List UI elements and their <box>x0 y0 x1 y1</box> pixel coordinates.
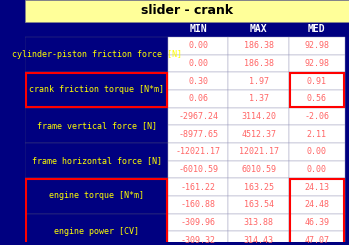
Bar <box>228 125 289 143</box>
Bar <box>289 161 345 178</box>
Text: MAX: MAX <box>250 24 267 34</box>
Bar <box>289 55 345 72</box>
Text: MED: MED <box>308 24 326 34</box>
Text: -8977.65: -8977.65 <box>178 130 218 139</box>
Text: -309.32: -309.32 <box>180 236 216 245</box>
Text: 163.25: 163.25 <box>244 183 274 192</box>
Text: 0.30: 0.30 <box>188 77 208 86</box>
Bar <box>228 196 289 214</box>
Bar <box>228 214 289 231</box>
Text: -161.22: -161.22 <box>180 183 216 192</box>
Text: engine torque [N*m]: engine torque [N*m] <box>49 191 144 200</box>
Text: -6010.59: -6010.59 <box>178 165 218 174</box>
Text: 92.98: 92.98 <box>304 59 329 68</box>
Bar <box>228 90 289 108</box>
Text: crank friction torque [N*m]: crank friction torque [N*m] <box>29 86 164 95</box>
Bar <box>25 143 168 178</box>
Text: 0.00: 0.00 <box>307 165 327 174</box>
Text: -160.88: -160.88 <box>180 200 216 209</box>
Bar <box>228 161 289 178</box>
Text: -2.06: -2.06 <box>304 112 329 121</box>
Text: 47.07: 47.07 <box>304 236 329 245</box>
Bar <box>168 72 228 90</box>
Bar <box>168 108 228 125</box>
Bar <box>25 0 349 22</box>
Bar <box>168 125 228 143</box>
Bar <box>289 72 345 90</box>
Bar <box>168 143 228 161</box>
Bar <box>25 72 168 108</box>
Bar <box>25 178 168 214</box>
Text: 4512.37: 4512.37 <box>241 130 276 139</box>
Text: 186.38: 186.38 <box>244 59 274 68</box>
Bar <box>168 90 228 108</box>
Text: slider - crank: slider - crank <box>141 4 233 17</box>
Bar <box>289 90 345 108</box>
Text: 1.97: 1.97 <box>248 77 269 86</box>
Bar <box>289 214 345 231</box>
Bar <box>25 214 168 245</box>
Text: 186.38: 186.38 <box>244 41 274 50</box>
Text: -2967.24: -2967.24 <box>178 112 218 121</box>
Text: 0.00: 0.00 <box>188 41 208 50</box>
Bar <box>168 196 228 214</box>
Text: 0.00: 0.00 <box>307 147 327 156</box>
Text: 314.43: 314.43 <box>244 236 274 245</box>
Bar <box>168 178 228 196</box>
Text: 1.37: 1.37 <box>248 94 269 103</box>
Text: 6010.59: 6010.59 <box>241 165 276 174</box>
Text: 24.48: 24.48 <box>304 200 329 209</box>
Bar <box>289 108 345 125</box>
Text: cylinder-piston friction force [N]: cylinder-piston friction force [N] <box>12 50 182 59</box>
Bar <box>228 178 289 196</box>
Bar <box>289 37 345 55</box>
Bar <box>168 55 228 72</box>
Bar <box>228 72 289 90</box>
Bar <box>168 214 228 231</box>
Bar <box>289 143 345 161</box>
Text: 0.56: 0.56 <box>307 94 327 103</box>
Text: 0.91: 0.91 <box>307 77 327 86</box>
Bar <box>25 108 168 143</box>
Bar <box>228 108 289 125</box>
Text: 12021.17: 12021.17 <box>239 147 279 156</box>
Text: -12021.17: -12021.17 <box>176 147 221 156</box>
Text: 0.00: 0.00 <box>188 59 208 68</box>
Bar <box>228 231 289 245</box>
Text: 2.11: 2.11 <box>307 130 327 139</box>
Text: 24.13: 24.13 <box>304 183 329 192</box>
Text: 313.88: 313.88 <box>244 218 274 227</box>
Bar <box>168 161 228 178</box>
Text: 0.06: 0.06 <box>188 94 208 103</box>
Text: frame horizontal force [N]: frame horizontal force [N] <box>32 156 162 165</box>
Text: engine power [CV]: engine power [CV] <box>54 227 139 236</box>
Text: 3114.20: 3114.20 <box>241 112 276 121</box>
Bar <box>228 55 289 72</box>
Bar <box>289 196 345 214</box>
Bar <box>289 231 345 245</box>
Text: MIN: MIN <box>189 24 207 34</box>
Text: 46.39: 46.39 <box>304 218 329 227</box>
Text: 163.54: 163.54 <box>244 200 274 209</box>
Bar <box>228 143 289 161</box>
Text: frame vertical force [N]: frame vertical force [N] <box>37 121 157 130</box>
Bar <box>289 178 345 196</box>
Text: 92.98: 92.98 <box>304 41 329 50</box>
Text: -309.96: -309.96 <box>180 218 216 227</box>
Bar <box>168 37 228 55</box>
Bar <box>25 37 168 72</box>
Bar <box>228 37 289 55</box>
Bar <box>289 125 345 143</box>
Bar <box>168 231 228 245</box>
